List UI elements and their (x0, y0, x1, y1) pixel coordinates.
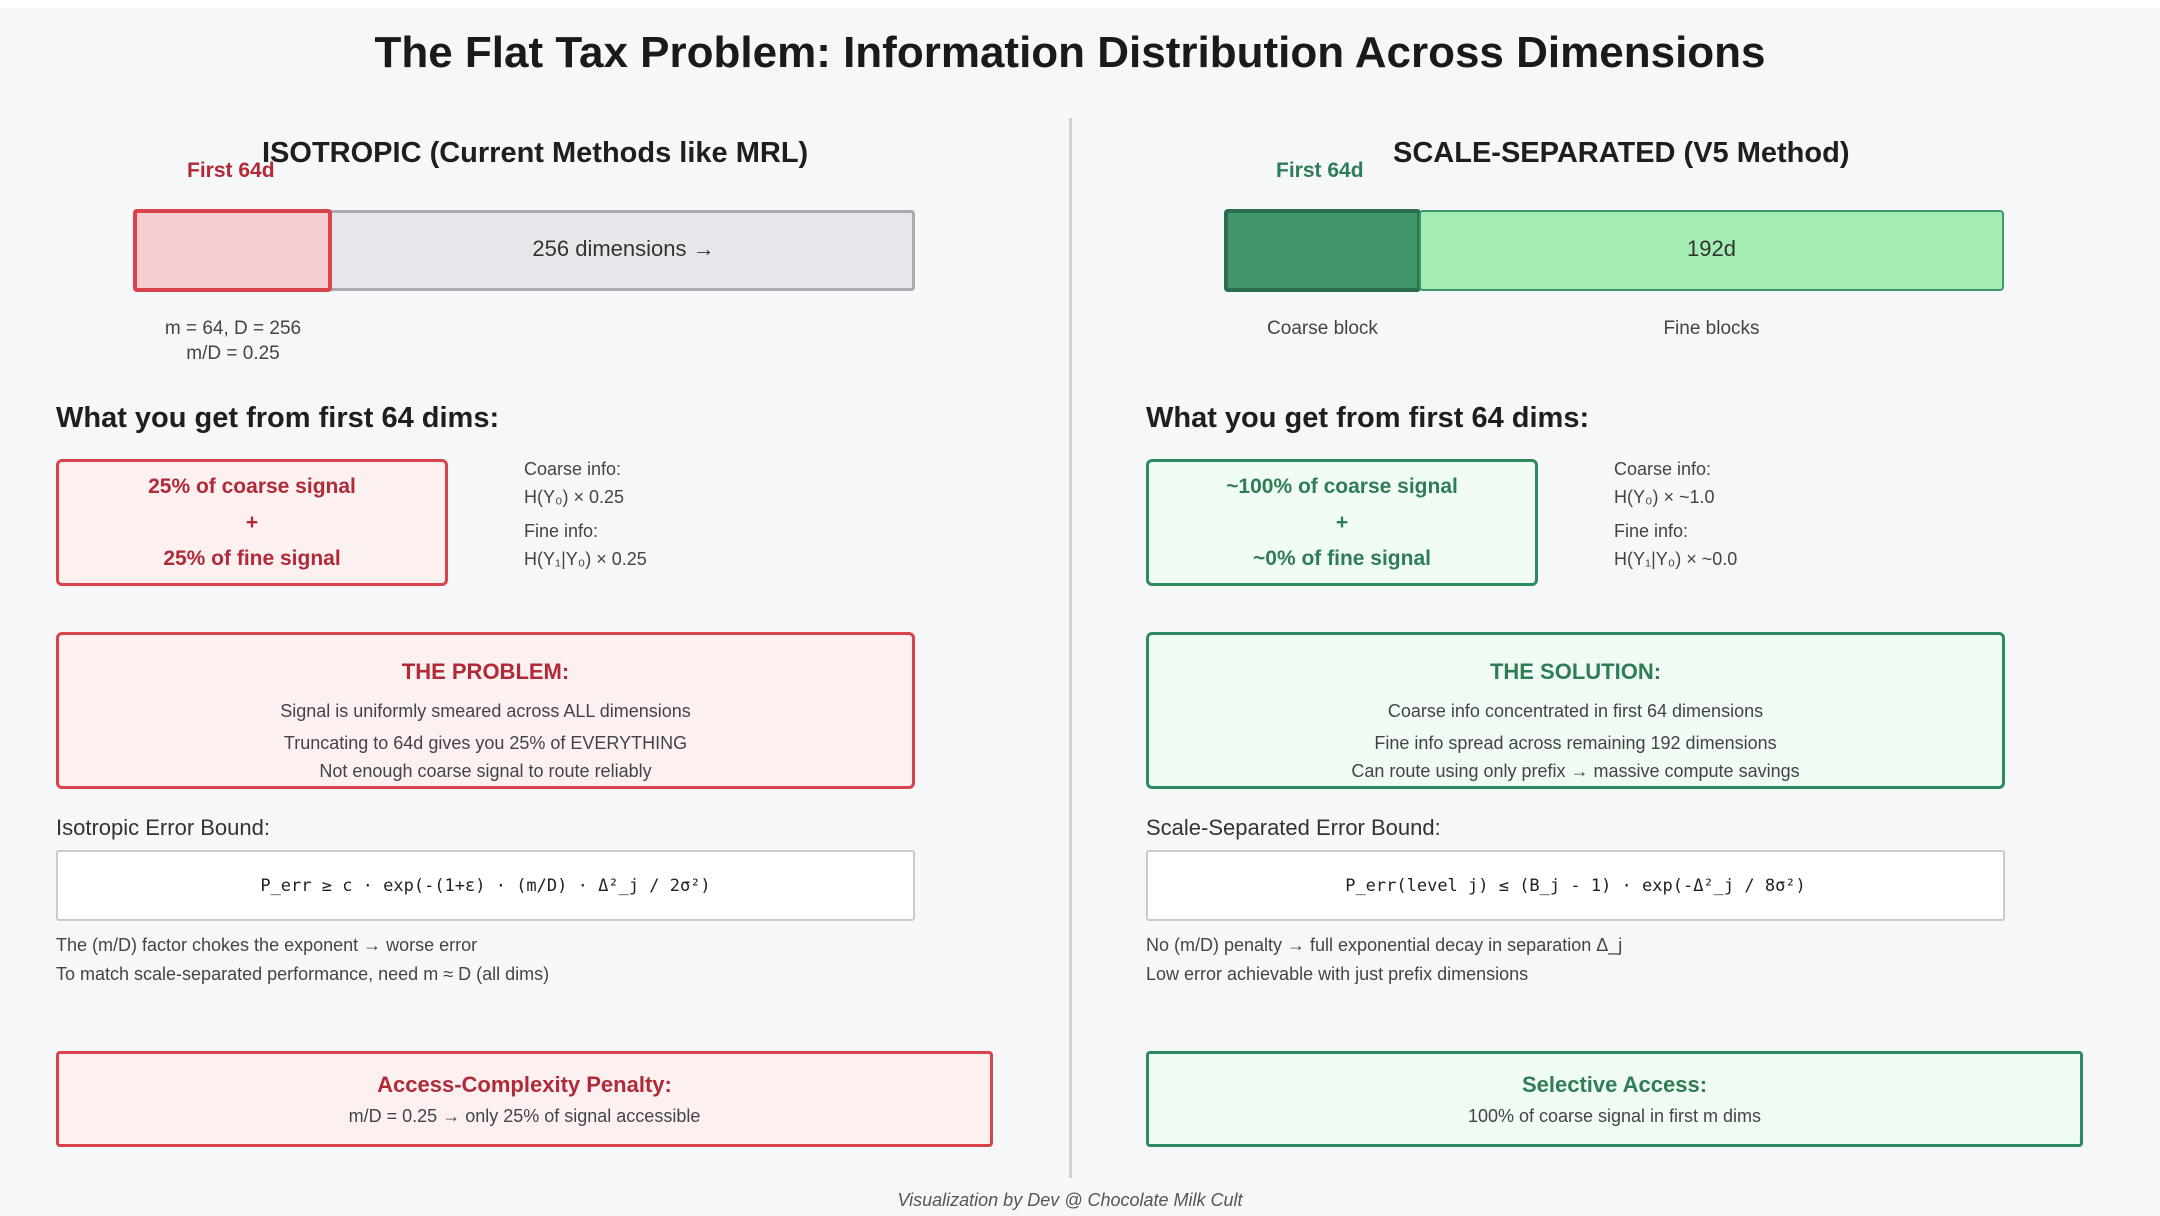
isotropic-first-64d-label: First 64d (187, 159, 275, 182)
figure-background (0, 8, 2160, 1216)
isotropic-plus: + (245, 510, 259, 534)
selective-access-title: Selective Access: (1521, 1072, 1708, 1097)
isotropic-params-line2: m/D = 0.25 (186, 343, 280, 364)
problem-line-1: Signal is uniformly smeared across ALL d… (280, 701, 691, 721)
scale-separated-bound-label: Scale-Separated Error Bound: (1146, 815, 1441, 840)
column-divider (1069, 118, 1072, 1178)
isotropic-notes: The (m/D) factor chokes the exponent → w… (56, 931, 549, 989)
solution-callout: THE SOLUTION: Coarse info concentrated i… (1146, 632, 2005, 789)
isotropic-info: Coarse info: H(Y₀) × 0.25 Fine info: H(Y… (524, 455, 647, 573)
solution-line-1: Coarse info concentrated in first 64 dim… (1387, 701, 1764, 721)
isotropic-formula-box: P_err ≥ c · exp(-(1+ε) · (m/D) · Δ²_j / … (56, 850, 915, 921)
problem-callout: THE PROBLEM: Signal is uniformly smeared… (56, 632, 915, 789)
fine-blocks-bar-label: 192d (1687, 236, 1736, 261)
scale-separated-signal-box: ~100% of coarse signal + ~0% of fine sig… (1146, 459, 1538, 586)
access-penalty-line: m/D = 0.25 → only 25% of signal accessib… (348, 1106, 701, 1126)
scale-separated-coarse-signal: ~100% of coarse signal (1226, 474, 1458, 498)
problem-callout-title: THE PROBLEM: (401, 659, 570, 684)
scale-separated-what-heading: What you get from first 64 dims: (1146, 402, 1590, 434)
solution-line-2: Fine info spread across remaining 192 di… (1374, 733, 1777, 753)
isotropic-note-2: To match scale-separated performance, ne… (56, 964, 550, 984)
isotropic-fine-info-label: Fine info: (524, 521, 599, 541)
footer-credit: Visualization by Dev @ Chocolate Milk Cu… (897, 1190, 1243, 1210)
isotropic-coarse-signal: 25% of coarse signal (148, 474, 356, 498)
isotropic-signal-box: 25% of coarse signal + 25% of fine signa… (56, 459, 448, 586)
isotropic-bound-label: Isotropic Error Bound: (56, 815, 270, 840)
isotropic-first-64d-segment (133, 209, 332, 292)
solution-callout-title: THE SOLUTION: (1489, 659, 1662, 684)
access-complexity-penalty-box: Access-Complexity Penalty: m/D = 0.25 → … (56, 1051, 993, 1147)
scale-separated-fine-info-label: Fine info: (1614, 521, 1689, 541)
isotropic-note-1: The (m/D) factor chokes the exponent → w… (56, 935, 478, 955)
scale-separated-coarse-info-value: H(Y₀) × ~1.0 (1614, 487, 1715, 507)
isotropic-fine-signal: 25% of fine signal (163, 546, 341, 570)
isotropic-fine-info-value: H(Y₁|Y₀) × 0.25 (524, 549, 647, 569)
isotropic-formula: P_err ≥ c · exp(-(1+ε) · (m/D) · Δ²_j / … (260, 875, 711, 896)
scale-separated-notes: No (m/D) penalty → full exponential deca… (1146, 931, 1622, 989)
isotropic-coarse-info-value: H(Y₀) × 0.25 (524, 487, 625, 507)
figure-title: The Flat Tax Problem: Information Distri… (374, 28, 1766, 77)
scale-separated-formula: P_err(level j) ≤ (B_j - 1) · exp(-Δ²_j /… (1345, 875, 1806, 896)
isotropic-heading: ISOTROPIC (Current Methods like MRL) (262, 137, 809, 169)
scale-separated-info: Coarse info: H(Y₀) × ~1.0 Fine info: H(Y… (1614, 455, 1737, 573)
isotropic-coarse-info-label: Coarse info: (524, 459, 622, 479)
coarse-block-label: Coarse block (1267, 318, 1378, 339)
selective-access-box: Selective Access: 100% of coarse signal … (1146, 1051, 2083, 1147)
isotropic-bar-label: 256 dimensions → (532, 236, 715, 261)
fine-blocks-label: Fine blocks (1663, 318, 1760, 339)
scale-separated-fine-signal: ~0% of fine signal (1253, 546, 1431, 570)
scale-separated-fine-info-value: H(Y₁|Y₀) × ~0.0 (1614, 549, 1738, 569)
access-penalty-title: Access-Complexity Penalty: (377, 1072, 672, 1097)
scale-separated-formula-box: P_err(level j) ≤ (B_j - 1) · exp(-Δ²_j /… (1146, 850, 2005, 921)
selective-access-line: 100% of coarse signal in first m dims (1467, 1106, 1762, 1126)
scale-separated-note-1: No (m/D) penalty → full exponential deca… (1146, 935, 1623, 955)
scale-separated-first-64d-label: First 64d (1276, 159, 1364, 182)
problem-line-3: Not enough coarse signal to route reliab… (319, 761, 652, 781)
scale-separated-coarse-info-label: Coarse info: (1614, 459, 1712, 479)
scale-separated-note-2: Low error achievable with just prefix di… (1146, 964, 1529, 984)
isotropic-params-line1: m = 64, D = 256 (164, 318, 302, 339)
isotropic-what-heading: What you get from first 64 dims: (56, 402, 500, 434)
fine-blocks-segment (1419, 210, 2004, 291)
problem-line-2: Truncating to 64d gives you 25% of EVERY… (283, 733, 688, 753)
solution-line-3: Can route using only prefix → massive co… (1351, 761, 1800, 781)
scale-separated-heading: SCALE-SEPARATED (V5 Method) (1393, 137, 1850, 169)
scale-separated-plus: + (1335, 510, 1349, 534)
coarse-block-segment (1224, 209, 1421, 292)
